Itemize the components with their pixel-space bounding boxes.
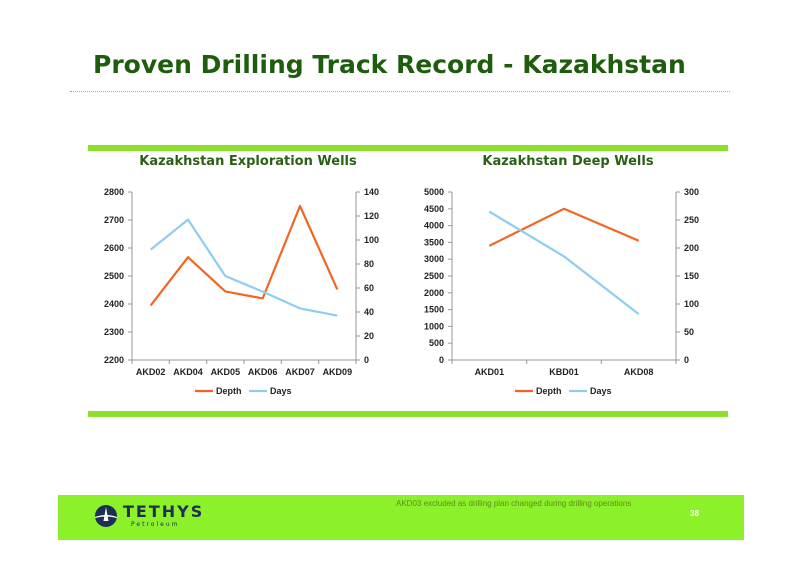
footer-bar: TETHYS Petroleum AKD03 excluded as drill… [58,495,744,540]
y2-tick-label: 150 [684,271,699,281]
y2-tick-label: 120 [364,211,379,221]
slide-title: Proven Drilling Track Record - Kazakhsta… [93,50,686,79]
x-tick-label: AKD06 [248,367,278,377]
x-tick-label: AKD02 [136,367,166,377]
y-tick-label: 0 [439,355,444,365]
legend-label-depth: Depth [536,386,562,396]
tethys-logo-icon [95,505,117,527]
x-tick-label: AKD04 [173,367,203,377]
title-divider [70,91,730,92]
y2-tick-label: 60 [364,283,374,293]
logo-subtitle: Petroleum [131,521,180,528]
series-line-days [488,210,640,315]
y-tick-label: 2200 [104,355,124,365]
y2-tick-label: 100 [364,235,379,245]
x-tick-label: AKD05 [211,367,241,377]
exploration-wells-panel: Kazakhstan Exploration Wells 2200 2300 240… [88,145,408,417]
y-tick-label: 1000 [424,321,444,331]
accent-bar-top [88,145,408,151]
footnote: AKD03 excluded as drilling plan changed … [396,499,632,508]
y2-tick-label: 0 [684,355,689,365]
y-tick-label: 2400 [104,299,124,309]
logo-name: TETHYS [123,502,205,521]
y-tick-label: 2300 [104,327,124,337]
y-tick-label: 2800 [104,187,124,197]
y-tick-label: 500 [429,338,444,348]
x-tick-label: AKD07 [285,367,315,377]
y-tick-label: 2500 [104,271,124,281]
page-number: 38 [690,509,699,518]
y-tick-label: 4500 [424,204,444,214]
y2-tick-label: 80 [364,259,374,269]
accent-bar-top [408,145,728,151]
legend-label-days: Days [270,386,292,396]
y-tick-label: 3500 [424,237,444,247]
y-tick-label: 4000 [424,221,444,231]
chart-title: Kazakhstan Exploration Wells [139,154,357,169]
x-tick-label: AKD01 [475,367,505,377]
y-tick-label: 3000 [424,254,444,264]
x-tick-label: AKD09 [323,367,353,377]
y-tick-label: 5000 [424,187,444,197]
legend-label-days: Days [590,386,612,396]
y-tick-label: 2500 [424,271,444,281]
y-tick-label: 2700 [104,215,124,225]
x-tick-label: KBD01 [549,367,579,377]
series-line-depth [149,204,339,307]
y2-tick-label: 250 [684,215,699,225]
y-tick-label: 1500 [424,305,444,315]
y2-tick-label: 20 [364,331,374,341]
accent-bar-bottom [88,411,408,417]
y-tick-label: 2600 [104,243,124,253]
y2-tick-label: 50 [684,327,694,337]
chart-title: Kazakhstan Deep Wells [482,154,654,169]
y2-tick-label: 40 [364,307,374,317]
y2-tick-label: 200 [684,243,699,253]
deep-wells-chart: 0500100015002000250030003500400045005000… [424,187,699,396]
exploration-wells-chart: 2200 2300 2400 2500 2600 2700 2800 0 20 40 60 80 100… [104,187,379,396]
legend-label-depth: Depth [216,386,242,396]
series-line-days [150,218,338,317]
deep-wells-panel: Kazakhstan Deep Wells 0 500 1000 1500 2000 25… [408,145,728,417]
series-line-depth [488,207,640,247]
y2-tick-label: 300 [684,187,699,197]
y2-tick-label: 0 [364,355,369,365]
y-tick-label: 2000 [424,288,444,298]
y2-tick-label: 100 [684,299,699,309]
accent-bar-bottom [408,411,728,417]
y2-tick-label: 140 [364,187,379,197]
x-tick-label: AKD08 [624,367,654,377]
